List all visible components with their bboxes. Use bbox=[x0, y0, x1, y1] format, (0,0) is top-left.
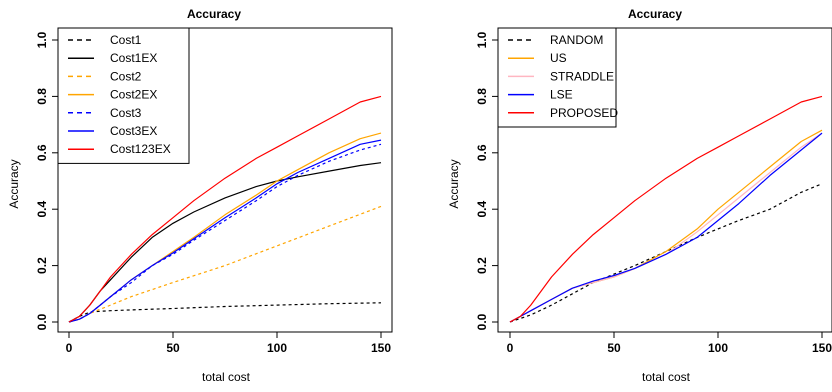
series-line-cost123ex bbox=[68, 95, 382, 323]
chart-title: Accuracy bbox=[628, 7, 682, 21]
x-tick-label: 100 bbox=[708, 341, 728, 355]
legend: Cost1 Cost1EX Cost2 Cost2EX Cost3 Cost3EX Cost… bbox=[57, 27, 190, 164]
y-tick-label: 1.0 bbox=[35, 31, 49, 48]
chart-title: Accuracy bbox=[187, 7, 241, 21]
x-axis-label: total cost bbox=[202, 370, 251, 384]
series-line-proposed bbox=[509, 95, 823, 323]
legend-box bbox=[57, 27, 190, 164]
y-axis-label: Accuracy bbox=[7, 159, 21, 208]
y-axis-label: Accuracy bbox=[447, 159, 461, 208]
legend-label: Cost1 bbox=[110, 33, 142, 47]
y-tick-label: 0.6 bbox=[35, 144, 49, 161]
series-line-cost3 bbox=[68, 143, 382, 323]
x-axis-label: total cost bbox=[642, 370, 691, 384]
series-line-cost1ex bbox=[68, 162, 382, 323]
x-tick-label: 150 bbox=[371, 341, 391, 355]
legend-label: Cost3EX bbox=[110, 124, 157, 138]
series-line-lse bbox=[509, 132, 823, 323]
series-line-straddle bbox=[509, 132, 823, 323]
legend-label: Cost2EX bbox=[110, 88, 157, 102]
y-tick-label: 0.4 bbox=[475, 201, 489, 218]
y-tick-label: 0.2 bbox=[475, 257, 489, 274]
y-tick-label: 0.4 bbox=[35, 201, 49, 218]
y-tick-label: 0.2 bbox=[35, 257, 49, 274]
y-tick-label: 0.0 bbox=[35, 313, 49, 330]
legend-label: Cost3 bbox=[110, 106, 142, 120]
series-line-cost3ex bbox=[68, 139, 382, 323]
legend-label: RANDOM bbox=[550, 33, 603, 47]
x-tick-label: 50 bbox=[166, 341, 180, 355]
legend-label: US bbox=[550, 51, 567, 65]
legend-label: Cost1EX bbox=[110, 51, 157, 65]
legend: RANDOM US STRADDLE LSE PROPOSED bbox=[497, 27, 618, 128]
x-tick-label: 0 bbox=[507, 341, 514, 355]
y-tick-label: 0.8 bbox=[475, 88, 489, 105]
y-tick-label: 0.6 bbox=[475, 144, 489, 161]
x-tick-label: 0 bbox=[66, 341, 73, 355]
legend-box bbox=[497, 27, 617, 128]
right-chart-panel: Accuracy total cost Accuracy 0 50 100 150 0.… bbox=[447, 7, 832, 384]
plot-frame bbox=[497, 27, 832, 333]
y-tick-label: 1.0 bbox=[475, 31, 489, 48]
series-line-cost1 bbox=[68, 302, 382, 323]
series-line-random bbox=[509, 183, 823, 323]
legend-label: LSE bbox=[550, 88, 573, 102]
y-tick-label: 0.0 bbox=[475, 313, 489, 330]
legend-label: Cost2 bbox=[110, 69, 142, 83]
legend-label: Cost123EX bbox=[110, 142, 171, 156]
series-line-us bbox=[509, 129, 823, 323]
x-tick-label: 50 bbox=[607, 341, 621, 355]
series-line-cost2 bbox=[68, 205, 382, 323]
x-tick-label: 150 bbox=[812, 341, 832, 355]
x-tick-label: 100 bbox=[267, 341, 287, 355]
legend-label: STRADDLE bbox=[550, 69, 614, 83]
legend-label: PROPOSED bbox=[550, 106, 618, 120]
plot-frame bbox=[57, 27, 393, 333]
y-tick-label: 0.8 bbox=[35, 88, 49, 105]
left-chart-panel: Accuracy total cost Accuracy 0 50 100 150 0.… bbox=[7, 7, 393, 384]
